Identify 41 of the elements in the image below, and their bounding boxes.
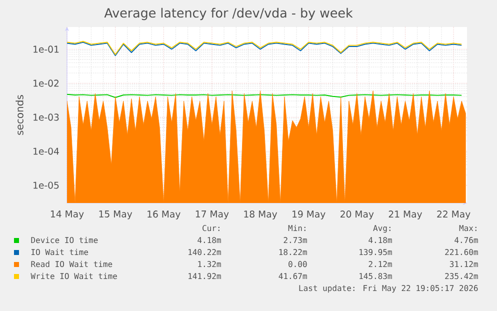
y-tick-label: 1e-03: [34, 114, 59, 121]
text: 221.60m: [445, 249, 478, 256]
legend-label: Write IO Wait time: [30, 272, 117, 280]
legend-label: IO Wait time: [32, 248, 88, 256]
x-tick-label: 20 May: [340, 210, 374, 220]
x-tick-label: 22 May: [437, 210, 470, 220]
chart-title: Average latency for /dev/vda - by week: [104, 8, 353, 20]
text: 1.32m: [198, 261, 221, 268]
text: 2.73m: [284, 237, 307, 244]
y-tick-label: 1e-04: [34, 148, 59, 155]
text: 2.12m: [368, 261, 392, 267]
x-tick-label: 14 May: [50, 210, 84, 220]
text: Max:: [459, 225, 476, 232]
x-tick-label: 19 May: [292, 210, 326, 220]
text: 235.42m: [445, 273, 478, 280]
text: 4.18m: [368, 237, 392, 244]
y-axis-title: seconds: [16, 95, 24, 135]
y-tick-label: 1e-02: [34, 80, 59, 87]
x-tick-label: 15 May: [99, 210, 132, 220]
legend-label: Read IO Wait time: [31, 260, 112, 268]
text: 4.76m: [454, 237, 478, 244]
y-tick-label: 1e-05: [34, 182, 59, 189]
text: Min:: [288, 224, 306, 231]
x-tick-label: 18 May: [244, 210, 278, 220]
y-tick-label: 1e-01: [34, 46, 59, 53]
text: 145.83m: [360, 273, 392, 280]
text: 139.95m: [360, 249, 392, 256]
x-tick-label: 16 May: [148, 210, 180, 220]
text: 4.18m: [198, 237, 221, 244]
text: 0.00: [288, 261, 307, 268]
text: 140.22m: [188, 249, 221, 256]
x-tick-label: 21 May: [388, 210, 422, 220]
text: Cur:: [202, 225, 220, 232]
text: 31.12m: [450, 261, 478, 268]
text: Last update: Fri May 22 19:05:17 2026: [299, 284, 478, 293]
x-tick-label: 17 May: [196, 210, 229, 220]
text: 18.22m: [279, 249, 307, 256]
legend-label: Device IO time: [31, 236, 98, 244]
text: 141.92m: [188, 273, 221, 280]
text: Avg:: [373, 225, 390, 233]
text: 41.67m: [278, 273, 307, 280]
